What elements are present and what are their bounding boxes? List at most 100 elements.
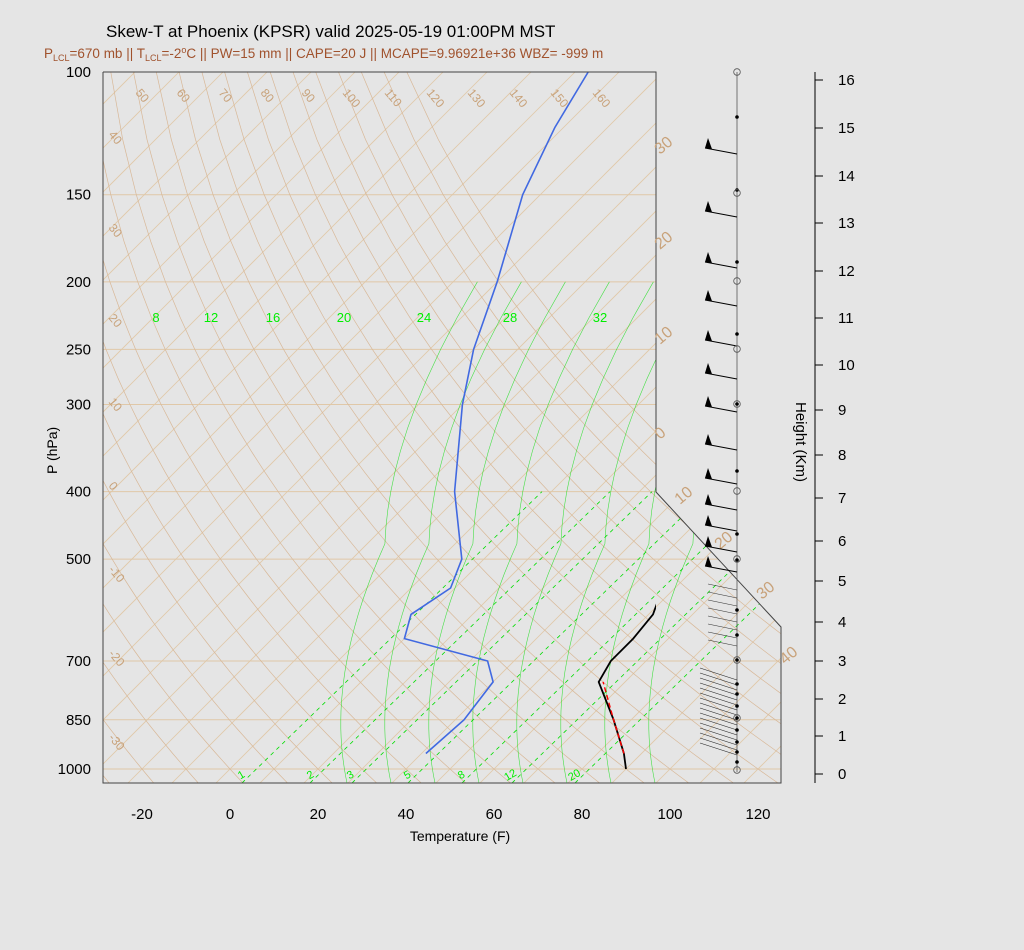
isotherm-line <box>103 72 151 783</box>
wind-barb <box>704 339 738 347</box>
isotherm-line <box>103 72 503 783</box>
dry-adiabat-line <box>103 72 512 783</box>
isotherm-line <box>522 72 781 783</box>
height-axis-label: Height (Km) <box>792 402 809 482</box>
calm-dot <box>735 682 739 686</box>
theta-label: 0 <box>652 424 670 443</box>
y-axis-label: P (hPa) <box>44 427 60 474</box>
height-tick-label: 12 <box>838 263 855 280</box>
chart-title: Skew-T at Phoenix (KPSR) valid 2025-05-1… <box>106 22 555 41</box>
isotherm-line <box>963 56 1024 783</box>
dry-adiabat-line <box>103 72 244 783</box>
wind-barb <box>699 687 738 701</box>
wind-barb-flag <box>705 363 712 374</box>
wind-barb <box>699 677 738 691</box>
dry-adiabat-line <box>224 72 780 783</box>
wind-barb <box>704 147 738 155</box>
chart-subtitle: PLCL=670 mb || TLCL=-2oC || PW=15 mm || … <box>44 45 603 63</box>
wind-barb <box>707 591 738 599</box>
isotherm-label: 40 <box>106 128 126 147</box>
height-tick-label: 14 <box>838 168 855 185</box>
calm-dot <box>735 750 739 754</box>
isotherm-line <box>103 72 767 783</box>
temperature-profile <box>597 603 656 770</box>
calm-circle <box>733 714 741 722</box>
mixing-ratio-label: 5 <box>402 769 413 782</box>
isotherm-line <box>103 72 195 783</box>
calm-dot <box>735 692 739 696</box>
height-tick-label: 11 <box>838 310 854 327</box>
calm-dot <box>735 728 739 732</box>
wind-barb <box>704 524 738 532</box>
isotherm-line <box>258 72 781 783</box>
isotherm-line <box>654 72 781 783</box>
isotherm-line <box>103 72 547 783</box>
wind-barb-flag <box>705 290 712 301</box>
wind-barb <box>707 639 738 647</box>
wind-barb-flag <box>705 330 712 341</box>
isotherm-line <box>919 56 1024 783</box>
wind-barb <box>699 712 738 726</box>
background-lines <box>0 56 1024 784</box>
isotherm-label: 30 <box>106 221 126 240</box>
height-tick-label: 3 <box>838 653 846 670</box>
isotherm-label: 90 <box>299 86 319 105</box>
calm-dot <box>735 260 739 264</box>
dry-adiabat-line <box>0 72 21 784</box>
plot-frame <box>102 71 782 784</box>
mixing-ratio-label: 8 <box>456 769 467 782</box>
calm-dot <box>735 704 739 708</box>
isotherm-line <box>831 56 1024 783</box>
dry-adiabat-line <box>133 72 601 783</box>
wind-barb <box>699 717 738 731</box>
wind-barb <box>707 599 738 607</box>
calm-circle <box>733 555 741 563</box>
mixing-ratio-label: 1 <box>236 769 247 782</box>
parcel-profile <box>602 681 625 754</box>
wind-barb <box>704 503 738 511</box>
theta-label: 30 <box>754 579 779 604</box>
theta-label: 20 <box>652 229 677 254</box>
isotherm-label: -30 <box>106 731 128 754</box>
wind-barb <box>707 583 738 591</box>
isotherm-line <box>103 72 679 783</box>
height-tick-label: 0 <box>838 766 846 783</box>
wind-barb <box>704 565 738 573</box>
isotherm-label: 130 <box>465 86 489 111</box>
isotherm-line <box>875 56 1024 783</box>
height-tick-label: 6 <box>838 533 846 550</box>
moist-adiabat-line <box>340 281 478 783</box>
y-tick-label: 150 <box>66 187 91 204</box>
moist-adiabat-line <box>472 281 610 783</box>
moist-adiabat-line <box>428 281 566 783</box>
isotherm-line <box>1007 56 1024 783</box>
dry-adiabat-line <box>103 72 423 783</box>
wind-barb <box>699 667 738 681</box>
isotherm-label: 20 <box>106 311 126 330</box>
mixing-ratio-label: 20 <box>337 310 351 325</box>
isotherm-line <box>0 56 63 783</box>
calm-dot <box>735 740 739 744</box>
wind-barb <box>699 702 738 716</box>
height-tick-label: 2 <box>838 691 846 708</box>
dry-adiabat-line <box>103 72 378 783</box>
wind-barb <box>699 707 738 721</box>
isotherm-line <box>103 72 591 783</box>
wind-barb <box>699 672 738 686</box>
isotherm-line <box>478 72 781 783</box>
wind-barb <box>704 443 738 451</box>
moist-adiabat-line <box>384 281 522 783</box>
mixing-ratio-line <box>407 491 709 783</box>
isotherm-line <box>103 72 371 783</box>
dry-adiabat-line <box>103 72 334 783</box>
dry-adiabat-line <box>269 72 781 783</box>
wind-barb <box>704 210 738 218</box>
profiles <box>403 72 656 770</box>
dry-adiabat-line <box>178 72 691 783</box>
mixing-ratio-label: 32 <box>593 310 607 325</box>
dry-adiabat-line <box>103 72 200 783</box>
calm-circle <box>733 345 741 353</box>
dry-adiabat-line <box>201 72 735 783</box>
axis-labels: -20 0 20 40 60 80 100 1201001502002503004005007… <box>58 64 802 823</box>
